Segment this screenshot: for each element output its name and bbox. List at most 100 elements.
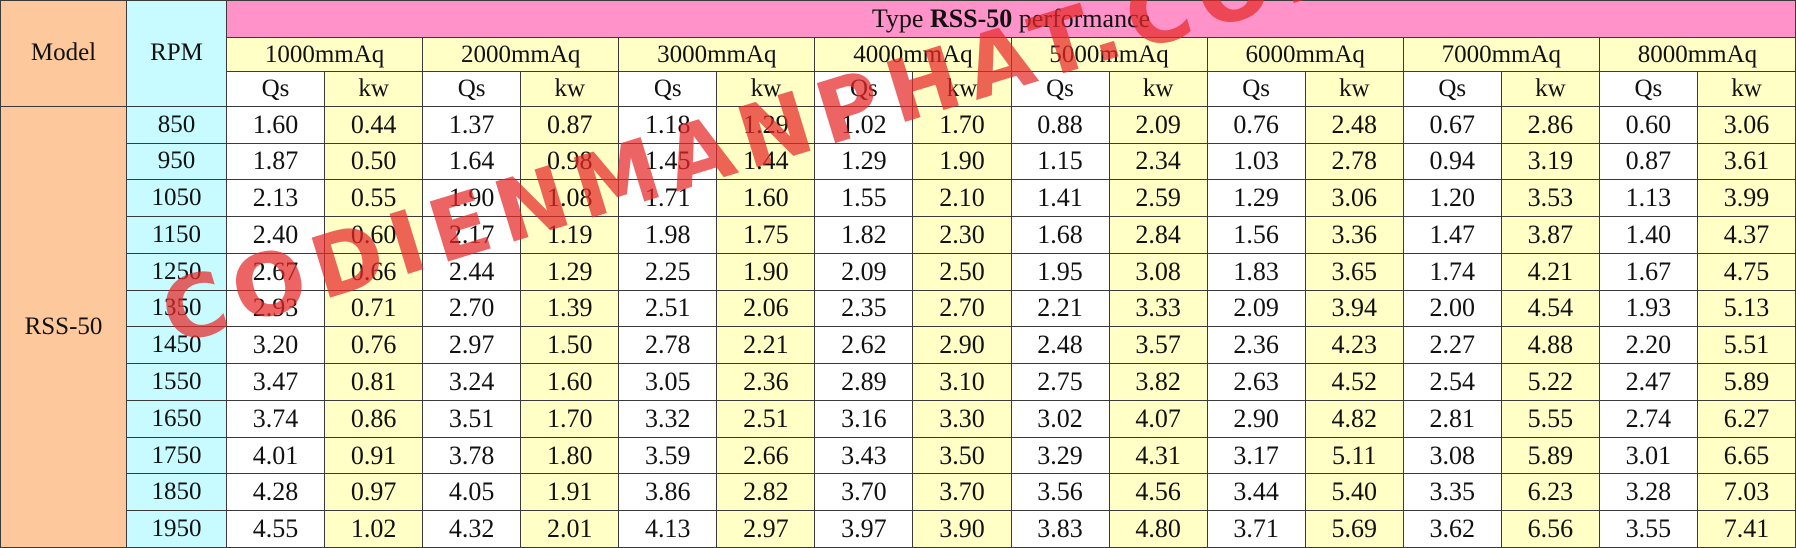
- rpm-cell: 850: [126, 105, 227, 144]
- kw-cell: 0.76: [324, 326, 424, 365]
- kw-cell: 5.69: [1304, 510, 1404, 548]
- kw-subheader: kw: [1304, 71, 1404, 107]
- qs-cell: 3.43: [814, 436, 914, 475]
- kw-cell: 3.30: [912, 399, 1012, 438]
- qs-cell: 3.71: [1206, 510, 1306, 548]
- kw-cell: 2.84: [1108, 216, 1208, 254]
- kw-cell: 3.08: [1108, 252, 1208, 291]
- kw-cell: 3.06: [1304, 179, 1404, 218]
- rpm-header: RPM: [126, 0, 227, 107]
- qs-cell: 1.40: [1598, 216, 1698, 254]
- kw-cell: 2.97: [716, 510, 816, 548]
- kw-cell: 0.60: [324, 216, 424, 254]
- kw-cell: 2.86: [1500, 105, 1600, 144]
- qs-cell: 3.05: [618, 363, 718, 401]
- qs-cell: 3.74: [225, 399, 326, 438]
- kw-cell: 1.75: [716, 216, 816, 254]
- kw-subheader: kw: [324, 71, 424, 107]
- table-row: 1650 3.74 0.86 3.51 1.70 3.32 2.51 3.16 3.30 3.02…: [1, 399, 1796, 438]
- table-row: 1250 2.67 0.66 2.44 1.29 2.25 1.90 2.09 2.50 1.95…: [1, 252, 1796, 291]
- qs-cell: 2.81: [1402, 399, 1502, 438]
- qs-cell: 3.51: [422, 399, 522, 438]
- qs-cell: 2.09: [1206, 289, 1306, 328]
- kw-cell: 1.60: [520, 363, 620, 401]
- kw-cell: 2.66: [716, 436, 816, 475]
- qs-cell: 3.16: [814, 399, 914, 438]
- qs-cell: 3.78: [422, 436, 522, 475]
- kw-cell: 3.61: [1696, 142, 1796, 181]
- title-row: Model RPM Type RSS-50 performance: [0, 0, 1796, 107]
- qs-cell: 2.74: [1598, 399, 1698, 438]
- qs-cell: 1.83: [1206, 252, 1306, 291]
- kw-cell: 0.91: [324, 436, 424, 475]
- qs-cell: 3.62: [1402, 510, 1502, 548]
- qs-cell: 1.98: [618, 216, 718, 254]
- qs-cell: 2.51: [618, 289, 718, 328]
- qs-cell: 3.55: [1598, 510, 1698, 548]
- kw-cell: 1.90: [912, 142, 1012, 181]
- rpm-cell: 1750: [126, 436, 227, 475]
- kw-cell: 2.36: [716, 363, 816, 401]
- qs-cell: 0.67: [1402, 105, 1502, 144]
- rpm-cell: 950: [126, 142, 227, 181]
- kw-cell: 2.06: [716, 289, 816, 328]
- rpm-cell: 1150: [126, 216, 227, 254]
- kw-cell: 5.11: [1304, 436, 1404, 475]
- qs-cell: 2.90: [1206, 399, 1306, 438]
- qs-cell: 1.64: [422, 142, 522, 181]
- qs-cell: 1.60: [225, 105, 326, 144]
- kw-cell: 2.50: [912, 252, 1012, 291]
- kw-cell: 3.33: [1108, 289, 1208, 328]
- qs-cell: 2.17: [422, 216, 522, 254]
- kw-cell: 4.23: [1304, 326, 1404, 365]
- kw-cell: 2.09: [1108, 105, 1208, 144]
- subheader-row: Qs kw Qs kw Qs kw Qs kw Qs kw Qs kw Qs kw Qs kw: [1, 71, 1796, 107]
- kw-cell: 3.57: [1108, 326, 1208, 365]
- kw-cell: 4.80: [1108, 510, 1208, 548]
- qs-cell: 3.08: [1402, 436, 1502, 475]
- kw-cell: 4.82: [1304, 399, 1404, 438]
- kw-cell: 6.27: [1696, 399, 1796, 438]
- table-row: 1050 2.13 0.55 1.90 1.08 1.71 1.60 1.55 2.10 1.41…: [1, 179, 1796, 218]
- title-suffix: performance: [1012, 4, 1151, 33]
- kw-cell: 2.21: [716, 326, 816, 365]
- qs-cell: 1.93: [1598, 289, 1698, 328]
- kw-cell: 7.41: [1696, 510, 1796, 548]
- qs-cell: 4.28: [225, 473, 326, 512]
- pressure-header: 2000mmAq: [422, 36, 620, 73]
- table-row: 1350 2.93 0.71 2.70 1.39 2.51 2.06 2.35 2.70 2.21…: [1, 289, 1796, 328]
- kw-subheader: kw: [716, 71, 816, 107]
- qs-cell: 2.25: [618, 252, 718, 291]
- qs-cell: 2.97: [422, 326, 522, 365]
- kw-cell: 5.51: [1696, 326, 1796, 365]
- table-row: 1750 4.01 0.91 3.78 1.80 3.59 2.66 3.43 3.50 3.29…: [1, 436, 1796, 475]
- qs-cell: 3.44: [1206, 473, 1306, 512]
- kw-cell: 4.54: [1500, 289, 1600, 328]
- kw-subheader: kw: [1500, 71, 1600, 107]
- pressure-header: 3000mmAq: [618, 36, 816, 73]
- pressure-header: 7000mmAq: [1402, 36, 1600, 73]
- kw-cell: 2.51: [716, 399, 816, 438]
- kw-cell: 0.86: [324, 399, 424, 438]
- kw-cell: 2.90: [912, 326, 1012, 365]
- model-cell: RSS-50: [0, 105, 127, 548]
- qs-cell: 0.76: [1206, 105, 1306, 144]
- pressure-header: 8000mmAq: [1598, 36, 1796, 73]
- kw-cell: 1.70: [912, 105, 1012, 144]
- qs-cell: 1.15: [1010, 142, 1110, 181]
- table-row: 1950 4.55 1.02 4.32 2.01 4.13 2.97 3.97 3.90 3.83…: [1, 510, 1796, 548]
- kw-cell: 0.55: [324, 179, 424, 218]
- kw-cell: 6.23: [1500, 473, 1600, 512]
- pressure-header: 4000mmAq: [814, 36, 1012, 73]
- qs-cell: 1.82: [814, 216, 914, 254]
- qs-cell: 1.29: [1206, 179, 1306, 218]
- qs-cell: 2.54: [1402, 363, 1502, 401]
- kw-cell: 1.08: [520, 179, 620, 218]
- kw-cell: 4.56: [1108, 473, 1208, 512]
- kw-cell: 6.56: [1500, 510, 1600, 548]
- qs-subheader: Qs: [1010, 71, 1110, 107]
- kw-cell: 3.94: [1304, 289, 1404, 328]
- qs-cell: 3.24: [422, 363, 522, 401]
- qs-cell: 1.56: [1206, 216, 1306, 254]
- qs-cell: 2.20: [1598, 326, 1698, 365]
